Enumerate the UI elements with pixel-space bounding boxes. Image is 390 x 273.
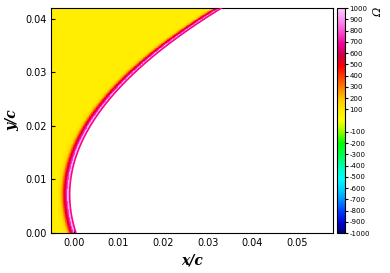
- Y-axis label: y/c: y/c: [5, 110, 20, 131]
- Y-axis label: Ω: Ω: [373, 8, 383, 17]
- Polygon shape: [70, 8, 333, 233]
- X-axis label: x/c: x/c: [181, 253, 203, 268]
